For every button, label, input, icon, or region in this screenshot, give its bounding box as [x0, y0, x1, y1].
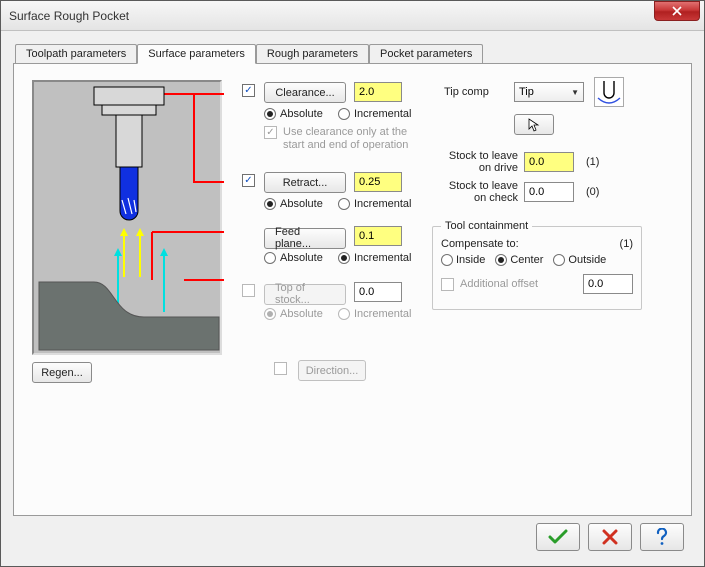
stockcheck-value[interactable] [524, 182, 574, 202]
compensate-center-radio[interactable] [495, 254, 507, 266]
topstock-checkbox[interactable] [242, 284, 255, 297]
compensate-inside-label: Inside [456, 254, 485, 266]
tipcomp-select[interactable]: Tip ▼ [514, 82, 584, 102]
compensate-center-label: Center [510, 254, 543, 266]
stockdrive-count: (1) [586, 156, 599, 168]
clearance-absolute-label: Absolute [280, 108, 323, 120]
additional-offset-checkbox[interactable] [441, 278, 454, 291]
topstock-absolute-radio [264, 308, 276, 320]
retract-incremental-radio[interactable] [338, 198, 350, 210]
topstock-incremental-radio [338, 308, 350, 320]
retract-button[interactable]: Retract... [264, 172, 346, 193]
close-button[interactable] [654, 1, 700, 21]
tipcomp-value: Tip [519, 86, 534, 98]
clearance-checkbox[interactable]: ✓ [242, 84, 255, 97]
clearance-useonly-checkbox: ✓ [264, 126, 277, 139]
clearance-button[interactable]: Clearance... [264, 82, 346, 103]
tab-toolpath[interactable]: Toolpath parameters [15, 44, 137, 63]
titlebar: Surface Rough Pocket [1, 1, 704, 31]
clearance-value[interactable] [354, 82, 402, 102]
feedplane-value[interactable] [354, 226, 402, 246]
retract-value[interactable] [354, 172, 402, 192]
help-button[interactable] [640, 523, 684, 551]
feedplane-incremental-radio[interactable] [338, 252, 350, 264]
tab-surface[interactable]: Surface parameters [137, 44, 256, 64]
cancel-button[interactable] [588, 523, 632, 551]
chevron-down-icon: ▼ [571, 88, 579, 97]
dialog-window: Surface Rough Pocket Toolpath parameters… [0, 0, 705, 567]
tab-pocket[interactable]: Pocket parameters [369, 44, 483, 63]
compensate-outside-label: Outside [568, 254, 606, 266]
clearance-incremental-radio[interactable] [338, 108, 350, 120]
stockcheck-count: (0) [586, 186, 599, 198]
direction-checkbox[interactable] [274, 362, 287, 375]
window-title: Surface Rough Pocket [9, 9, 654, 23]
client-area: Toolpath parameters Surface parameters R… [1, 31, 704, 566]
additional-offset-label: Additional offset [460, 278, 538, 290]
clearance-incremental-label: Incremental [354, 108, 411, 120]
stockcheck-label: Stock to leave on check [434, 180, 518, 204]
clearance-absolute-radio[interactable] [264, 108, 276, 120]
stockdrive-label: Stock to leave on drive [434, 150, 518, 174]
compensate-inside-radio[interactable] [441, 254, 453, 266]
retract-incremental-label: Incremental [354, 198, 411, 210]
tip-icon [594, 77, 624, 107]
topstock-value[interactable] [354, 282, 402, 302]
dialog-footer [13, 516, 692, 558]
retract-absolute-label: Absolute [280, 198, 323, 210]
tool-containment-group: Tool containment Compensate to: (1) Insi… [432, 220, 642, 310]
tab-panel: ✓ Clearance... Absolute Incremental ✓ Us… [13, 63, 692, 516]
topstock-incremental-label: Incremental [354, 308, 411, 320]
additional-offset-value[interactable] [583, 274, 633, 294]
compensate-count: (1) [620, 238, 633, 250]
topstock-button: Top of stock... [264, 284, 346, 305]
feedplane-incremental-label: Incremental [354, 252, 411, 264]
topstock-absolute-label: Absolute [280, 308, 323, 320]
regen-button[interactable]: Regen... [32, 362, 92, 383]
retract-absolute-radio[interactable] [264, 198, 276, 210]
direction-button: Direction... [298, 360, 366, 381]
retract-checkbox[interactable]: ✓ [242, 174, 255, 187]
stockdrive-value[interactable] [524, 152, 574, 172]
compensate-outside-radio[interactable] [553, 254, 565, 266]
feedplane-absolute-radio[interactable] [264, 252, 276, 264]
feedplane-absolute-label: Absolute [280, 252, 323, 264]
pick-button[interactable] [514, 114, 554, 135]
tabstrip: Toolpath parameters Surface parameters R… [15, 41, 692, 63]
clearance-useonly-label: Use clearance only at the start and end … [283, 126, 408, 152]
tipcomp-label: Tip comp [444, 86, 489, 98]
preview-diagram [32, 80, 222, 355]
compensate-label: Compensate to: [441, 238, 519, 250]
tab-rough[interactable]: Rough parameters [256, 44, 369, 63]
feedplane-button[interactable]: Feed plane... [264, 228, 346, 249]
ok-button[interactable] [536, 523, 580, 551]
containment-legend: Tool containment [441, 220, 532, 232]
